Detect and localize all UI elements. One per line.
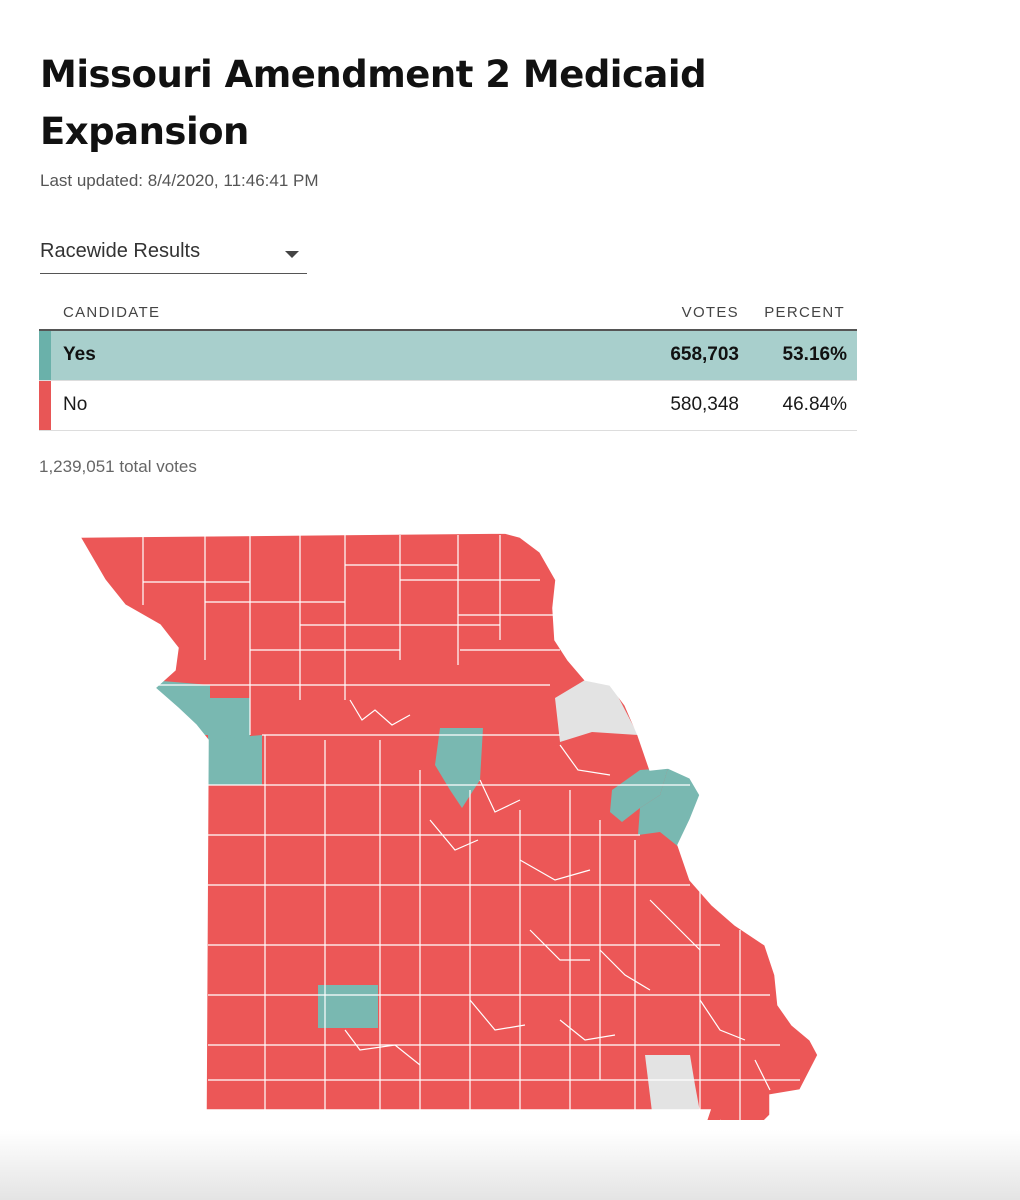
county-platte [150,680,210,735]
no-color-swatch [39,381,51,430]
vote-count: 658,703 [670,344,739,365]
last-updated: Last updated: 8/4/2020, 11:46:41 PM [40,171,319,190]
candidate-column-header: CANDIDATE [63,304,161,321]
county-clay [208,698,250,740]
county-borders [142,535,800,1120]
county-boone [435,728,483,808]
county-st-charles [610,768,668,822]
race-results-dropdown[interactable]: Racewide Results [40,236,307,274]
vote-percent: 46.84% [782,394,847,415]
vote-percent: 53.16% [782,344,847,365]
result-row-yes: Yes 658,703 53.16% [39,331,857,381]
caret-down-icon [285,251,299,258]
vote-count: 580,348 [670,394,739,415]
page-title: Missouri Amendment 2 Medicaid Expansion [40,53,707,153]
percent-column-header: PERCENT [764,304,845,321]
county-greene [318,985,378,1028]
county-butler [645,1055,700,1112]
results-table: CANDIDATE VOTES PERCENT Yes 658,703 53.1… [39,298,857,431]
race-results-dropdown-value: Racewide Results [40,240,201,262]
no-majority-fill [80,533,818,1120]
county-jackson [208,735,262,785]
votes-column-header: VOTES [681,304,739,321]
yes-counties [150,680,700,1028]
candidate-name: Yes [63,344,96,365]
results-table-header: CANDIDATE VOTES PERCENT [39,298,857,331]
yes-color-swatch [39,331,51,380]
county-results-map [79,532,819,1120]
total-votes: 1,239,051 total votes [39,457,197,476]
candidate-name: No [63,394,88,415]
result-row-no: No 580,348 46.84% [39,381,857,431]
county-st-louis [638,768,700,848]
bottom-fade [0,1130,1020,1200]
